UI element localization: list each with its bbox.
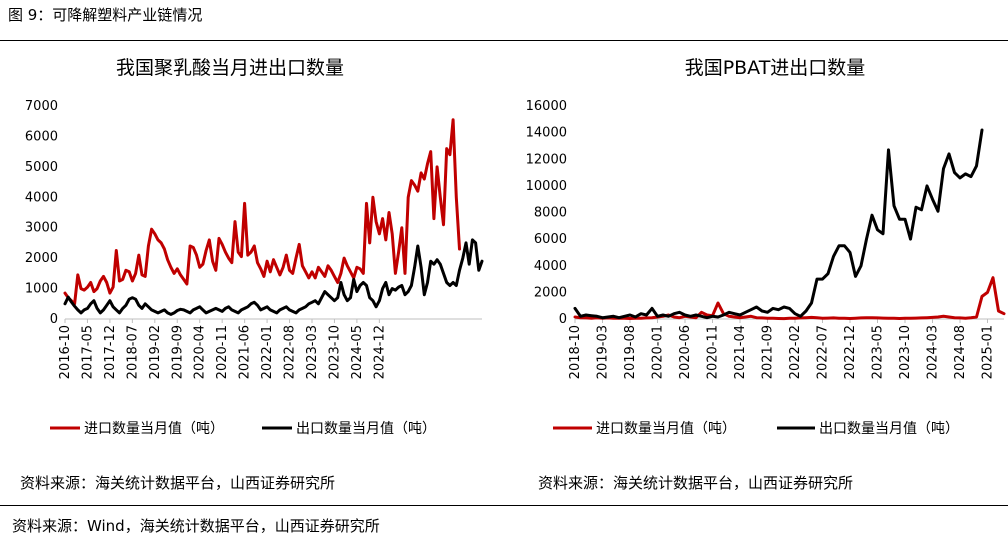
x-tick-label: 2020-11 (215, 325, 230, 379)
export-series-line (63, 238, 484, 316)
y-tick-label: 16000 (526, 99, 567, 114)
x-tick-label: 2020-06 (678, 325, 693, 379)
y-tick-label: 4000 (534, 259, 567, 274)
x-tick-label: 2020-01 (651, 325, 666, 379)
x-tick-label: 2020-11 (706, 325, 721, 379)
y-tick-label: 5000 (25, 160, 58, 175)
x-tick-label: 2016-10 (58, 325, 73, 379)
y-tick-label: 1000 (25, 282, 58, 297)
import-series-line (573, 276, 1006, 321)
legend-export-label: 出口数量当月值（吨） (296, 421, 436, 437)
legend-import-label: 进口数量当月值（吨） (84, 421, 224, 437)
right-source-note: 资料来源：海关统计数据平台，山西证券研究所 (538, 474, 854, 492)
left-chart-panel: 我国聚乳酸当月进出口数量 0 1000 2000 3000 4000 5000 6000 700… (10, 44, 500, 502)
y-tick-label: 10000 (526, 179, 567, 194)
x-tick-label: 2024-05 (350, 325, 365, 379)
y-tick-label: 6000 (534, 232, 567, 247)
x-tick-label: 2022-02 (788, 325, 803, 379)
x-tick-label: 2023-10 (898, 325, 913, 379)
x-tick-label: 2018-10 (568, 325, 583, 379)
import-series-line (63, 118, 461, 306)
chart-title: 我国PBAT进出口数量 (685, 57, 866, 79)
x-tick-label: 2019-08 (623, 325, 638, 379)
chart-title: 我国聚乳酸当月进出口数量 (116, 57, 344, 79)
x-tick-label: 2021-09 (761, 325, 776, 379)
x-tick-label: 2021-06 (238, 325, 253, 379)
figure-title: 图 9：可降解塑料产业链情况 (8, 6, 203, 24)
y-tick-label: 6000 (25, 129, 58, 144)
right-chart-panel: 我国PBAT进出口数量 0 2000 4000 6000 8000 10000 12000 14… (515, 44, 1008, 502)
export-series-line (573, 128, 984, 320)
x-tick-label: 2023-03 (305, 325, 320, 379)
y-tick-label: 7000 (25, 99, 58, 114)
x-tick-label: 2017-05 (80, 325, 95, 379)
y-tick-label: 4000 (25, 190, 58, 205)
legend-export-label: 出口数量当月值（吨） (819, 421, 959, 437)
x-tick-label: 2024-12 (372, 325, 387, 379)
y-tick-label: 2000 (534, 285, 567, 300)
x-tick-label: 2020-04 (193, 325, 208, 379)
x-tick-label: 2022-07 (816, 325, 831, 379)
x-tick-label: 2023-05 (871, 325, 886, 379)
x-tick-label: 2024-08 (953, 325, 968, 379)
x-tick-label: 2023-10 (327, 325, 342, 379)
x-tick-label: 2019-09 (170, 325, 185, 379)
bottom-source-note: 资料来源：Wind，海关统计数据平台，山西证券研究所 (12, 517, 380, 535)
y-tick-label: 0 (50, 312, 58, 327)
pbat-trade-chart: 我国PBAT进出口数量 0 2000 4000 6000 8000 10000 12000 14… (526, 57, 1006, 437)
top-rule (0, 40, 1008, 41)
y-tick-label: 0 (559, 312, 567, 327)
pla-trade-chart: 我国聚乳酸当月进出口数量 0 1000 2000 3000 4000 5000 6000 700… (25, 57, 484, 437)
x-tick-label: 2022-01 (260, 325, 275, 379)
left-source-note: 资料来源：海关统计数据平台，山西证券研究所 (20, 474, 336, 492)
y-tick-label: 12000 (526, 152, 567, 167)
bottom-rule (0, 505, 1008, 506)
x-tick-label: 2019-03 (596, 325, 611, 379)
x-tick-label: 2021-04 (733, 325, 748, 379)
y-tick-label: 8000 (534, 206, 567, 221)
x-tick-label: 2017-12 (103, 325, 118, 379)
y-tick-label: 14000 (526, 126, 567, 141)
legend-import-label: 进口数量当月值（吨） (596, 421, 736, 437)
x-tick-label: 2024-03 (926, 325, 941, 379)
y-tick-label: 3000 (25, 221, 58, 236)
x-tick-label: 2022-08 (283, 325, 298, 379)
x-tick-label: 2018-07 (125, 325, 140, 379)
y-tick-label: 2000 (25, 251, 58, 266)
x-tick-label: 2019-02 (148, 325, 163, 379)
x-tick-label: 2025-01 (981, 325, 996, 379)
x-tick-label: 2022-12 (843, 325, 858, 379)
